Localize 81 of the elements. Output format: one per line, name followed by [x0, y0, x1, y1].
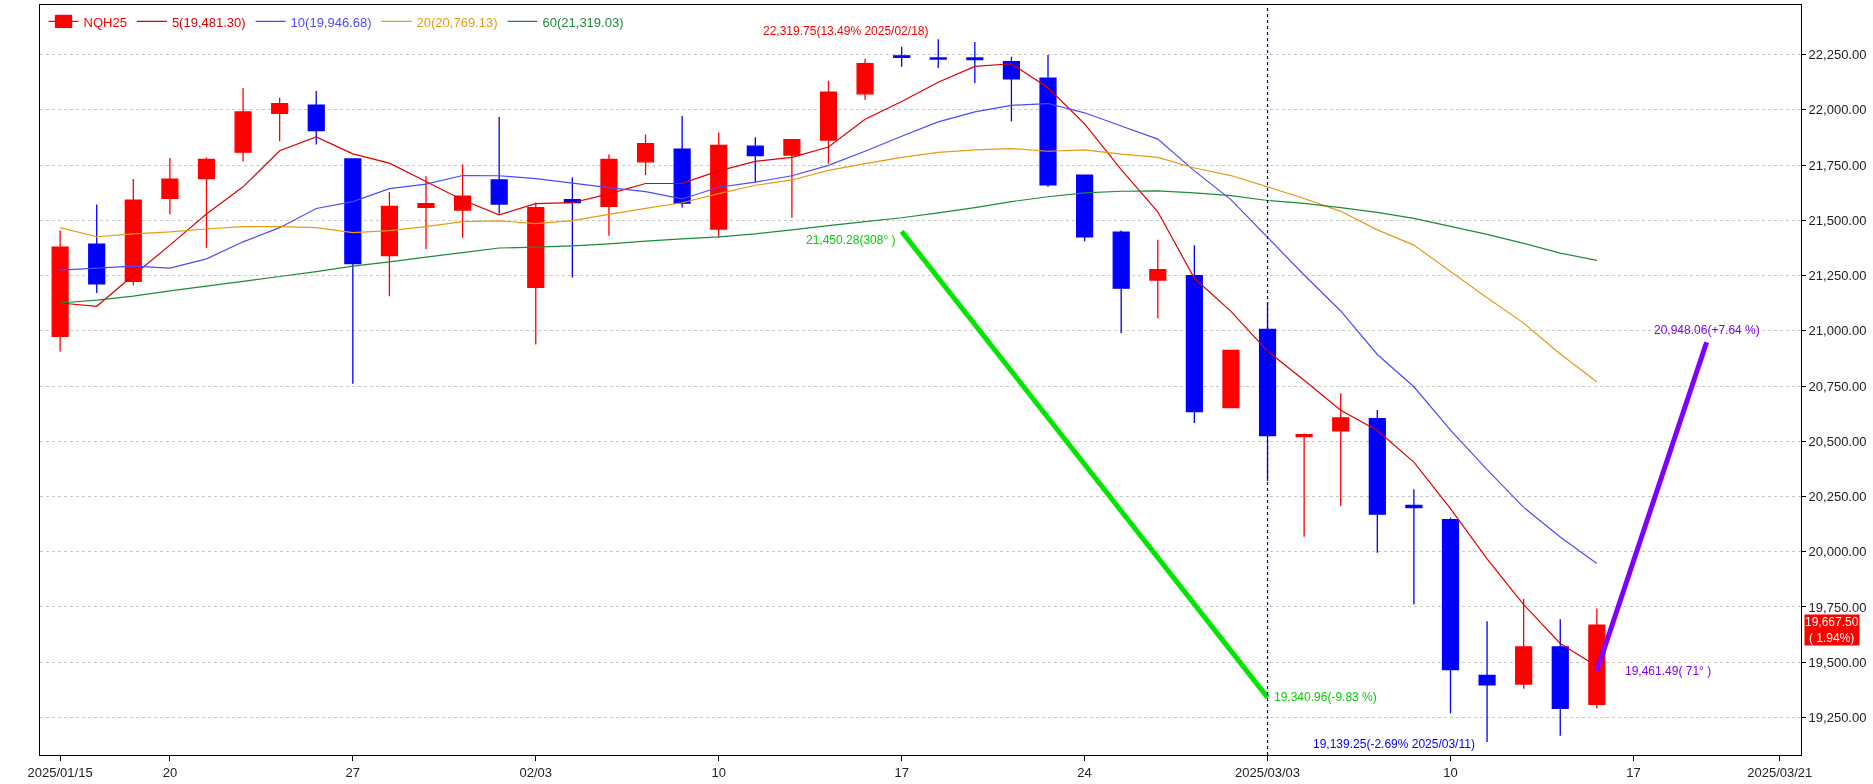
candlestick [234, 87, 252, 163]
candlestick [124, 178, 142, 286]
candlestick [1149, 239, 1167, 319]
y-tick-label: 21,750.00 [1808, 157, 1867, 173]
candlestick [1551, 618, 1569, 737]
line-series [59, 102, 1598, 565]
candlestick [1515, 598, 1533, 690]
line-series [59, 190, 1598, 304]
candlestick [51, 229, 69, 353]
annotation: 19,340.96(-9.83 %) [1274, 690, 1377, 704]
candlestick [1112, 229, 1130, 334]
candlestick [1478, 620, 1496, 743]
candlestick [454, 163, 472, 239]
candlestick [1039, 54, 1057, 188]
legend-label: 20(20,769.13) [416, 14, 498, 30]
x-tick-label: 2025/03/21 [1747, 764, 1813, 780]
x-tick-label: 2025/01/15 [27, 764, 93, 780]
candlestick [271, 97, 289, 142]
y-tick-label: 19,500.00 [1808, 654, 1867, 670]
text: 19,667.50 ( 1.94%) [1805, 615, 1859, 645]
y-tick-label: 20,250.00 [1808, 489, 1867, 505]
y-tick-label: 20,500.00 [1808, 433, 1867, 449]
annotation: 22,319.75(13.49% 2025/02/18) [763, 24, 929, 38]
candlestick [966, 41, 984, 84]
candlestick [600, 153, 618, 237]
candlestick [710, 131, 728, 239]
annotation: 20,948.06(+7.64 %) [1654, 323, 1760, 337]
candlestick [88, 203, 106, 294]
candlestick [1222, 349, 1240, 409]
candlestick [1185, 244, 1203, 424]
candlestick [819, 80, 838, 165]
legend-label: 5(19,481.30) [171, 14, 246, 30]
x-tick-label: 10 [1443, 764, 1458, 780]
legend-label: NQH25 [83, 14, 127, 30]
candlestick [417, 175, 435, 250]
legend-label: 10(19,946.68) [290, 14, 372, 30]
candlestick [856, 58, 874, 101]
candlestick [307, 90, 325, 146]
candlestick [161, 157, 179, 215]
y-tick-label: 22,250.00 [1808, 47, 1867, 63]
x-tick-label: 17 [894, 764, 909, 780]
candlestick [1076, 174, 1094, 242]
annotation: 19,461.49( 71° ) [1625, 664, 1712, 678]
candlestick [746, 136, 764, 184]
candlestick [344, 158, 362, 385]
x-tick-label: 27 [345, 764, 361, 780]
candlestick [1368, 409, 1386, 554]
x-tick-label: 10 [711, 764, 726, 780]
annotation: 21,450.28(308° ) [806, 233, 896, 247]
y-tick-label: 21,000.00 [1808, 323, 1867, 339]
candlestick [929, 38, 947, 69]
line-series [59, 147, 1598, 383]
x-tick-label: 20 [162, 764, 178, 780]
line-series [59, 63, 1598, 667]
legend-label: 60(21,319.03) [542, 14, 624, 30]
y-tick-label: 20,750.00 [1808, 378, 1867, 394]
annotation: 19,139.25(-2.69% 2025/03/11) [1313, 737, 1475, 751]
y-tick-label: 21,500.00 [1808, 212, 1867, 228]
candlestick [527, 201, 545, 346]
candlestick [563, 176, 581, 279]
candlestick [197, 156, 216, 249]
x-tick-label: 17 [1626, 764, 1641, 780]
candlestick [490, 116, 508, 215]
candlestick [1332, 392, 1350, 507]
x-tick-label: 2025/03/03 [1235, 764, 1301, 780]
candlestick [1002, 56, 1021, 122]
candlestick [1405, 488, 1423, 606]
candlestick [1295, 432, 1313, 538]
candlestick [1441, 517, 1460, 714]
candlestick [380, 191, 399, 297]
y-tick-label: 19,750.00 [1808, 599, 1867, 615]
y-tick-label: 19,250.00 [1808, 709, 1867, 725]
y-tick-label: 22,000.00 [1808, 102, 1867, 118]
candlestick [636, 133, 655, 176]
candlestick [783, 138, 801, 219]
candlestick [893, 46, 911, 68]
x-tick-label: 24 [1077, 764, 1092, 780]
candlestick [673, 115, 691, 209]
x-tick-label: 02/03 [519, 764, 553, 780]
y-tick-label: 21,250.00 [1808, 268, 1867, 284]
y-tick-label: 20,000.00 [1808, 544, 1867, 560]
